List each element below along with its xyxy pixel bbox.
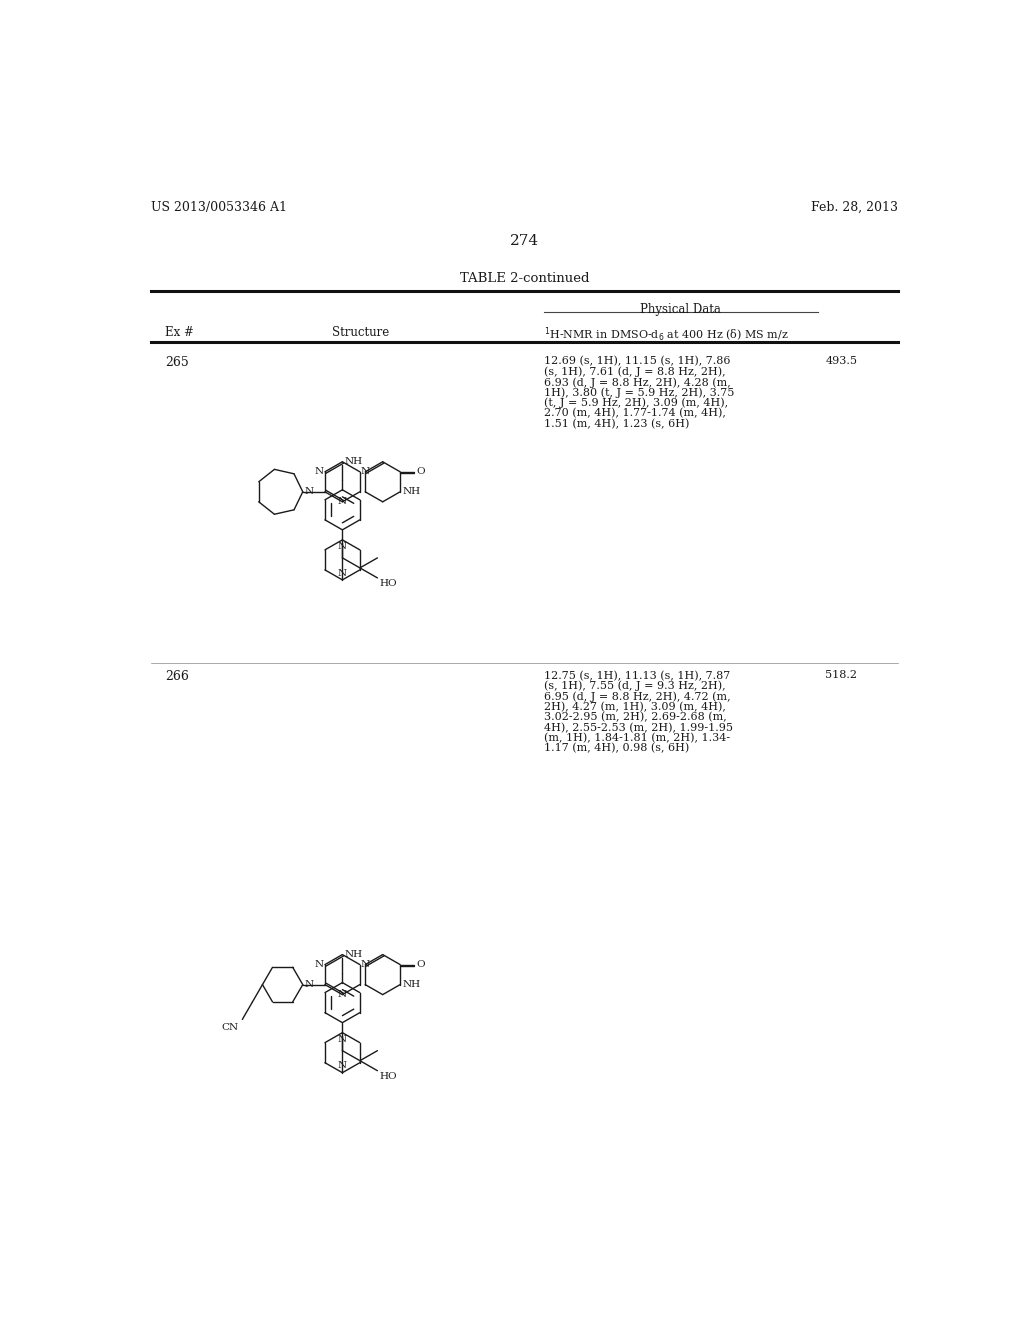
Text: NH: NH	[402, 487, 421, 496]
Text: NH: NH	[345, 457, 362, 466]
Text: O: O	[417, 467, 425, 477]
Text: 12.75 (s, 1H), 11.13 (s, 1H), 7.87: 12.75 (s, 1H), 11.13 (s, 1H), 7.87	[544, 671, 730, 681]
Text: 6.93 (d, J = 8.8 Hz, 2H), 4.28 (m,: 6.93 (d, J = 8.8 Hz, 2H), 4.28 (m,	[544, 378, 731, 388]
Text: O: O	[417, 960, 425, 969]
Text: NH: NH	[402, 981, 421, 989]
Text: 1.17 (m, 4H), 0.98 (s, 6H): 1.17 (m, 4H), 0.98 (s, 6H)	[544, 743, 689, 754]
Text: 1.51 (m, 4H), 1.23 (s, 6H): 1.51 (m, 4H), 1.23 (s, 6H)	[544, 418, 689, 429]
Text: N: N	[338, 569, 347, 578]
Text: N: N	[338, 498, 347, 507]
Text: 4H), 2.55-2.53 (m, 2H), 1.99-1.95: 4H), 2.55-2.53 (m, 2H), 1.99-1.95	[544, 722, 733, 733]
Text: (s, 1H), 7.55 (d, J = 9.3 Hz, 2H),: (s, 1H), 7.55 (d, J = 9.3 Hz, 2H),	[544, 681, 726, 692]
Text: 274: 274	[510, 234, 540, 248]
Text: Feb. 28, 2013: Feb. 28, 2013	[811, 201, 898, 214]
Text: 493.5: 493.5	[825, 356, 857, 366]
Text: N: N	[338, 1035, 347, 1044]
Text: 265: 265	[165, 356, 189, 370]
Text: 6.95 (d, J = 8.8 Hz, 2H), 4.72 (m,: 6.95 (d, J = 8.8 Hz, 2H), 4.72 (m,	[544, 692, 731, 702]
Text: US 2013/0053346 A1: US 2013/0053346 A1	[152, 201, 288, 214]
Text: HO: HO	[380, 579, 397, 589]
Text: CN: CN	[221, 1023, 239, 1032]
Text: N: N	[338, 990, 347, 999]
Text: 12.69 (s, 1H), 11.15 (s, 1H), 7.86: 12.69 (s, 1H), 11.15 (s, 1H), 7.86	[544, 356, 731, 367]
Text: N: N	[338, 1061, 347, 1071]
Text: N: N	[314, 960, 324, 969]
Text: (m, 1H), 1.84-1.81 (m, 2H), 1.34-: (m, 1H), 1.84-1.81 (m, 2H), 1.34-	[544, 733, 730, 743]
Text: NH: NH	[345, 950, 362, 960]
Text: 1H), 3.80 (t, J = 5.9 Hz, 2H), 3.75: 1H), 3.80 (t, J = 5.9 Hz, 2H), 3.75	[544, 388, 734, 399]
Text: HO: HO	[380, 1072, 397, 1081]
Text: 266: 266	[165, 671, 189, 684]
Text: N: N	[304, 487, 313, 496]
Text: Structure: Structure	[332, 326, 389, 339]
Text: N: N	[338, 543, 347, 552]
Text: 2.70 (m, 4H), 1.77-1.74 (m, 4H),: 2.70 (m, 4H), 1.77-1.74 (m, 4H),	[544, 408, 726, 418]
Text: $^{1}$H-NMR in DMSO-d$_{6}$ at 400 Hz (δ) MS m/z: $^{1}$H-NMR in DMSO-d$_{6}$ at 400 Hz (δ…	[544, 326, 788, 345]
Text: (t, J = 5.9 Hz, 2H), 3.09 (m, 4H),: (t, J = 5.9 Hz, 2H), 3.09 (m, 4H),	[544, 397, 728, 408]
Text: N: N	[360, 960, 370, 969]
Text: 518.2: 518.2	[825, 671, 857, 680]
Text: 2H), 4.27 (m, 1H), 3.09 (m, 4H),: 2H), 4.27 (m, 1H), 3.09 (m, 4H),	[544, 702, 726, 711]
Text: (s, 1H), 7.61 (d, J = 8.8 Hz, 2H),: (s, 1H), 7.61 (d, J = 8.8 Hz, 2H),	[544, 367, 726, 378]
Text: N: N	[360, 467, 370, 477]
Text: Ex #: Ex #	[165, 326, 195, 339]
Text: Physical Data: Physical Data	[640, 304, 721, 317]
Text: N: N	[314, 467, 324, 477]
Text: TABLE 2-continued: TABLE 2-continued	[460, 272, 590, 285]
Text: N: N	[304, 981, 313, 989]
Text: 3.02-2.95 (m, 2H), 2.69-2.68 (m,: 3.02-2.95 (m, 2H), 2.69-2.68 (m,	[544, 711, 727, 722]
